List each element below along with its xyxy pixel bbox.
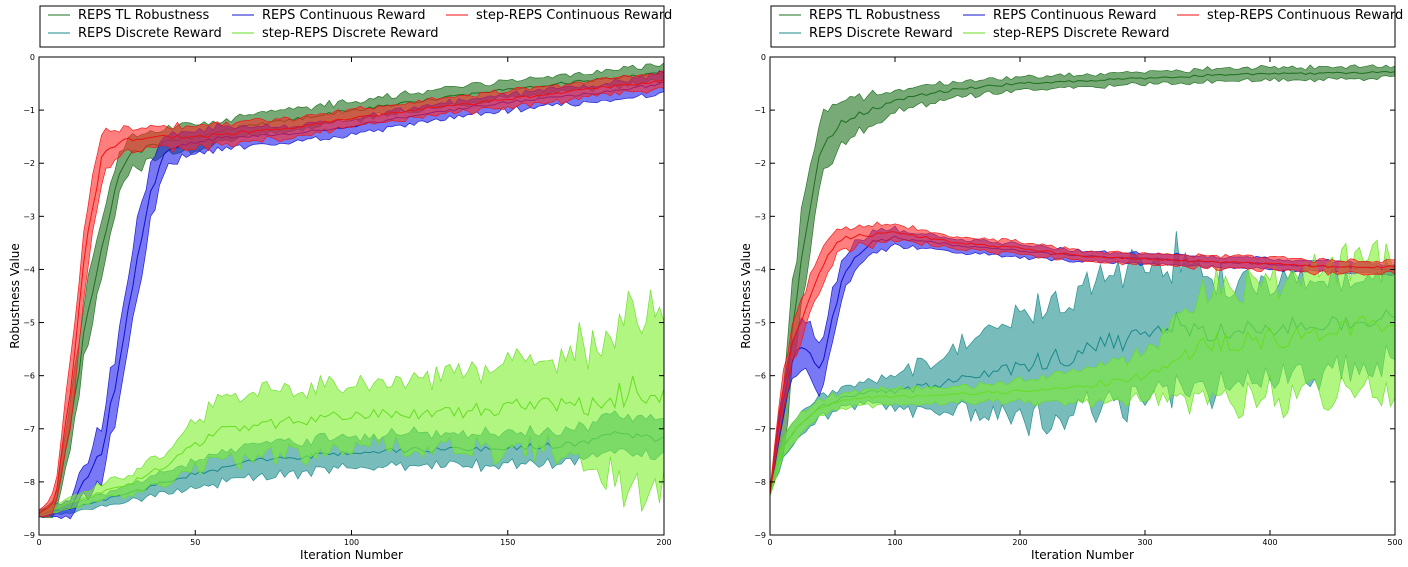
x-tick-label: 100: [344, 538, 359, 547]
series-band: [39, 289, 664, 517]
y-tick-label: −5: [754, 319, 766, 328]
y-tick-label: −7: [754, 425, 766, 434]
y-tick-label: −3: [23, 212, 35, 221]
series-mean-line: [39, 79, 664, 514]
y-tick-label: −6: [754, 372, 766, 381]
y-tick-label: −7: [23, 425, 35, 434]
y-tick-label: −5: [23, 319, 35, 328]
x-tick-label: 100: [887, 538, 902, 547]
chart-panel-1: 0 50 100 150 200 0 −1 −2 −3 −4 −5 −6 −7 −8 −9 Iteration…: [8, 5, 672, 562]
series-band: [39, 70, 664, 518]
x-tick-label: 500: [1387, 538, 1402, 547]
y-tick-label: −9: [23, 531, 35, 540]
y-tick-label: 0: [30, 53, 35, 62]
legend-label: step-REPS Discrete Reward: [993, 26, 1170, 41]
y-axis-label: Robustness Value: [8, 243, 22, 349]
series-mean-line: [770, 70, 1395, 493]
y-tick-label: −4: [754, 265, 766, 274]
legend-label: REPS TL Robustness: [809, 8, 941, 23]
series-mean-line: [39, 375, 664, 514]
series-band: [770, 64, 1395, 496]
x-tick-label: 0: [767, 538, 772, 547]
x-tick-label: 300: [1137, 538, 1152, 547]
legend-label: REPS TL Robustness: [78, 8, 210, 23]
series-band: [770, 239, 1395, 497]
y-tick-label: −4: [23, 265, 35, 274]
x-tick-label: 400: [1262, 538, 1277, 547]
y-tick-label: −1: [23, 106, 35, 115]
legend-label: REPS Continuous Reward: [262, 8, 425, 23]
legend-box: [770, 5, 1396, 48]
y-tick-label: −3: [754, 212, 766, 221]
x-tick-label: 200: [656, 538, 671, 547]
x-tick-label: 200: [1012, 538, 1027, 547]
legend: REPS TL Robustness REPS Discrete Reward RE…: [39, 5, 672, 48]
y-tick-label: −2: [23, 159, 35, 168]
legend: REPS TL Robustness REPS Discrete Reward RE…: [770, 5, 1403, 48]
plot-area: [39, 62, 664, 520]
x-axis-label: Iteration Number: [300, 548, 403, 562]
y-tick-label: −8: [23, 478, 35, 487]
axes-frame: [769, 56, 1396, 536]
legend-label: step-REPS Continuous Reward: [1207, 8, 1403, 23]
legend-label: step-REPS Continuous Reward: [476, 8, 672, 23]
legend-label: REPS Continuous Reward: [993, 8, 1156, 23]
legend-label: REPS Discrete Reward: [78, 26, 222, 41]
y-tick-label: −2: [754, 159, 766, 168]
plot-area: [770, 64, 1395, 497]
x-tick-label: 150: [500, 538, 515, 547]
y-tick-label: −9: [754, 531, 766, 540]
series-mean-line: [770, 315, 1395, 493]
x-tick-label: 50: [190, 538, 200, 547]
y-tick-label: −1: [754, 106, 766, 115]
y-tick-label: −8: [754, 478, 766, 487]
y-tick-label: −6: [23, 372, 35, 381]
series-band: [770, 231, 1395, 496]
y-tick-label: 0: [761, 53, 766, 62]
x-tick-label: 0: [36, 538, 41, 547]
legend-box: [39, 5, 665, 48]
x-axis-label: Iteration Number: [1031, 548, 1134, 562]
y-axis-label: Robustness Value: [739, 243, 753, 349]
chart-panel-2: 0 100 200 300 400 500 0 −1 −2 −3 −4 −5 −6 −7 −8 −9 Itera…: [739, 5, 1403, 562]
series-mean-line: [770, 231, 1395, 493]
legend-label: step-REPS Discrete Reward: [262, 26, 439, 41]
legend-label: REPS Discrete Reward: [809, 26, 953, 41]
